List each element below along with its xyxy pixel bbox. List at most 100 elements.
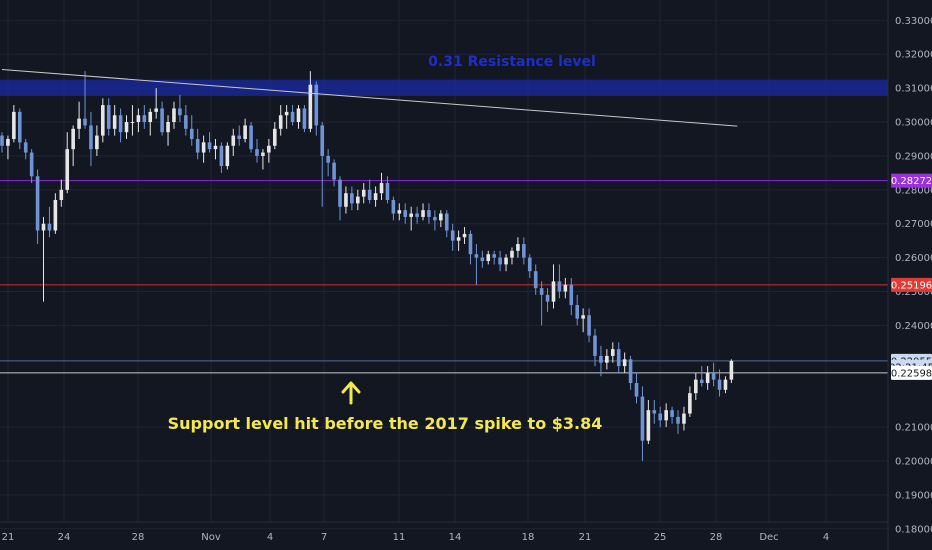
candle (112, 105, 117, 136)
candles (0, 71, 734, 461)
candle-body (12, 111, 16, 139)
candle (622, 352, 627, 373)
candle (587, 308, 591, 343)
candle (189, 115, 194, 146)
candle-body (652, 410, 657, 414)
candle (320, 122, 325, 207)
candle-body (486, 254, 491, 261)
candle (723, 376, 728, 394)
candle (433, 210, 437, 231)
candle-body (332, 162, 336, 180)
annotations: 0.31 Resistance level Support level hit … (168, 54, 603, 433)
candle-body (326, 155, 330, 163)
candle-body (682, 413, 686, 424)
candle (450, 223, 455, 251)
candle (379, 172, 384, 200)
candle (136, 108, 141, 133)
candle (83, 71, 87, 129)
trendline[interactable] (1, 68, 738, 127)
x-tick-label: 28 (710, 532, 723, 543)
candle (314, 81, 319, 136)
candle-body (391, 199, 396, 214)
candle (516, 237, 520, 258)
candle (338, 176, 342, 221)
candle-body (557, 281, 562, 292)
candle-body (427, 210, 431, 217)
candle (610, 342, 615, 363)
candle (290, 105, 295, 126)
candle-body (729, 360, 734, 380)
candle (124, 115, 129, 139)
candle (101, 98, 105, 143)
candle-body (23, 142, 28, 153)
candle (646, 399, 651, 445)
candle-body (225, 145, 230, 167)
candle (545, 288, 550, 312)
candle (688, 386, 692, 417)
candle (308, 71, 313, 133)
candle (6, 135, 10, 160)
time-axis[interactable]: 21 24 28 Nov 4 7 11 14 18 21 25 28 Dec 4 (2, 532, 830, 543)
candle (148, 108, 153, 136)
candle-body (533, 271, 538, 289)
candle-body (71, 128, 75, 150)
price-tag-text: 0.22598 (891, 368, 932, 379)
candle (29, 149, 34, 184)
candle-body (195, 138, 200, 153)
candle-body (640, 396, 645, 441)
candle-body (439, 213, 443, 221)
y-tick-label: 0.18000 (895, 524, 932, 535)
candle (272, 122, 277, 150)
candle (154, 88, 158, 119)
candle (261, 149, 265, 170)
candle (0, 132, 4, 153)
candle-body (634, 383, 639, 397)
candle (118, 108, 123, 143)
candle-body (278, 115, 283, 129)
candle (302, 105, 307, 133)
candle (344, 186, 348, 214)
x-tick-label: 24 (58, 532, 71, 543)
candle-body (498, 257, 502, 265)
x-tick-label: Dec (759, 532, 778, 543)
candle (403, 203, 408, 224)
candle-body (599, 355, 603, 363)
candle (522, 237, 526, 265)
candle-body (356, 196, 360, 204)
x-tick-label: 14 (449, 532, 462, 543)
candle (498, 250, 502, 272)
candle (367, 179, 372, 204)
candle-body (474, 254, 479, 258)
candle-body (95, 135, 99, 150)
candle (219, 142, 224, 173)
candle (237, 125, 241, 146)
candle-body (462, 233, 467, 238)
candle-body (646, 410, 651, 441)
candle (178, 94, 182, 123)
candle-body (456, 237, 461, 241)
candle (717, 369, 722, 397)
resistance-zone (0, 79, 888, 96)
candle-body (480, 257, 485, 261)
candle (172, 101, 176, 129)
candle (142, 105, 147, 129)
descending-trendline[interactable] (1, 68, 738, 127)
candle (213, 138, 218, 160)
candle (356, 189, 360, 211)
candle-body (361, 189, 366, 197)
candle (415, 206, 419, 224)
candle (504, 254, 508, 272)
candle (444, 210, 449, 238)
candle (711, 362, 716, 387)
candle (373, 186, 378, 207)
candle-body (338, 179, 342, 207)
candle (195, 128, 200, 160)
